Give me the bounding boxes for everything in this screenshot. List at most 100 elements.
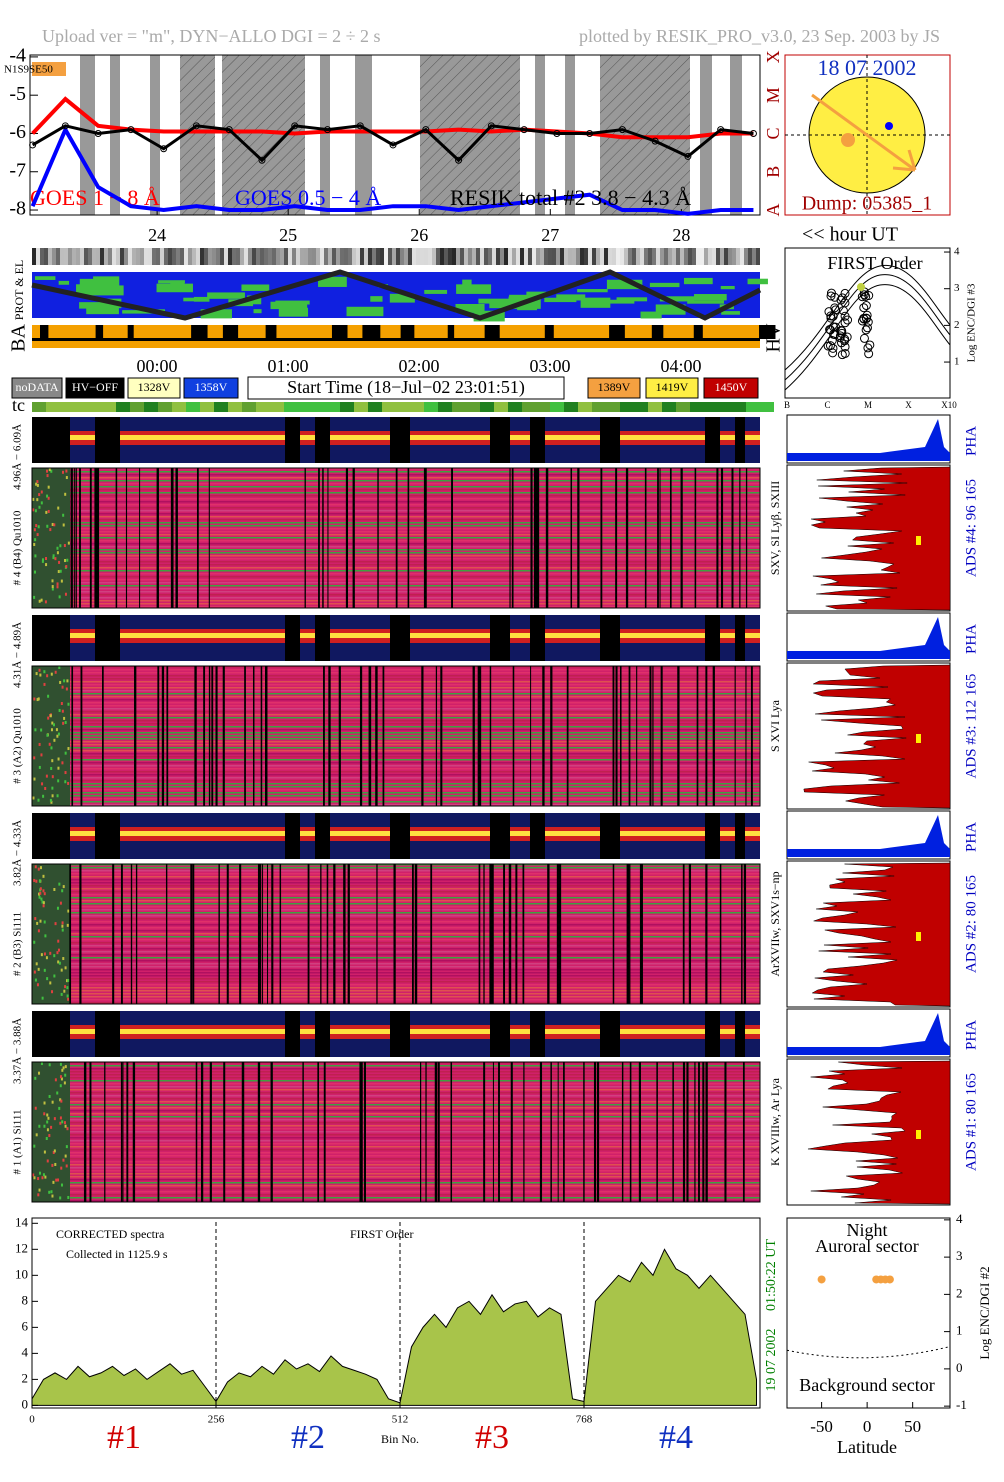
prot-strip [64,248,68,265]
spectrogram-noise [51,786,54,790]
tc-strip [620,402,634,412]
y-axis-label: Log ENC/DGI #2 [977,1266,992,1359]
x-tick-label: 256 [208,1414,225,1426]
spectrogram-row [70,669,760,671]
corner-label: N1S9SE50 [4,64,53,76]
spectrogram-row [70,720,760,722]
prot-strip [664,248,668,265]
prot-strip [708,248,712,265]
spectrogram-noise [38,1188,41,1192]
radiation-patch [616,297,648,302]
header-right: plotted by RESIK_PRO_v3.0, 23 Sep. 2003 … [579,26,940,46]
spectrogram-noise [50,766,53,770]
channel-ads: ADS #2: 80 165 [963,875,979,973]
spectrogram-row [70,699,760,701]
x-tick-label: 512 [392,1414,409,1426]
event-point [840,348,850,358]
y-tick-label: -6 [9,121,26,143]
prot-strip [292,248,296,265]
event-point [826,291,836,301]
scatter-point [817,1275,826,1284]
spectrogram-noise [48,1190,51,1194]
event-point [861,301,871,311]
spectrogram-row [70,1146,760,1148]
radiation-patch [346,306,384,317]
prot-strip [584,248,588,265]
prot-strip [376,248,380,265]
tc-strip [228,402,242,412]
spectrogram-noise [58,708,61,712]
tc-strip [256,402,270,412]
spectrogram-noise [57,506,60,510]
spectrogram-noise [43,1112,46,1116]
spectrogram-row [70,750,760,752]
spectrogram-noise [50,746,53,750]
prot-strip [180,248,184,265]
ba-gap [265,325,277,339]
prot-strip [600,248,604,265]
pha-core [745,435,760,440]
radiation-patch [556,294,586,301]
spectrogram-noise [37,1177,40,1181]
spectrogram-row [70,714,760,716]
pha-core [120,1029,285,1034]
prot-strip [92,248,96,265]
radiation-patch [270,301,308,310]
ba-gap [544,325,554,339]
channel-range: 3.82Å − 4.33Å [12,820,24,886]
series-point [553,129,561,137]
spectrogram-row [70,678,760,680]
spectrogram-noise [44,934,47,938]
tc-strip [214,402,228,412]
prot-strip [612,248,616,265]
tc-strip [452,402,466,412]
spectrogram-noise [67,997,70,1001]
prot-strip [260,248,264,265]
spectrogram-noise [62,1158,65,1162]
prot-strip [192,248,196,265]
spectrogram-noise [43,952,46,956]
prot-strip [252,248,256,265]
spectrogram-row [70,1098,760,1100]
channel-crystal: # 2 (B3) Si111 [12,912,24,976]
spectrogram-noise [62,513,65,517]
series-point [651,137,659,145]
frame [786,1217,951,1409]
legend-label: HV−OFF [72,380,118,394]
spectrogram-noise [36,921,39,925]
prot-strip [420,248,424,265]
prot-strip [160,248,164,265]
section-label: #1 [107,1419,141,1456]
spectrogram-noise [58,560,61,564]
radiation-patch [489,301,514,309]
spectrogram-row [70,1086,760,1088]
radiation-patch [577,289,608,293]
spectrogram-row [70,474,760,476]
series-line [30,125,754,216]
prot-strip [736,248,740,265]
radiation-patch [478,298,511,304]
spectrogram-row [70,489,760,491]
prot-strip [568,248,572,265]
event-point [840,288,850,298]
spectrogram-noise [61,1068,64,1072]
spectrogram-noise [40,728,43,732]
frame [31,1061,761,1203]
spectrogram-noise [51,1194,54,1198]
spectrogram-noise [46,977,49,981]
prot-strip [408,248,412,265]
prot-strip [720,248,724,265]
shade-band [535,55,545,215]
prot-strip [360,248,364,265]
spectrogram-row [70,795,760,797]
spectrogram-row [70,1173,760,1175]
spectrogram-noise [61,921,64,925]
hist-profile [807,1060,951,1205]
spectrogram-noise [43,1101,46,1105]
tc-strip [522,402,536,412]
spectrogram-row [70,561,760,563]
spectrogram-noise [59,1075,62,1079]
sun-dump: Dump: 05385_1 [802,193,933,215]
spectrogram-noise [40,501,43,505]
spectrogram-row [70,1113,760,1115]
